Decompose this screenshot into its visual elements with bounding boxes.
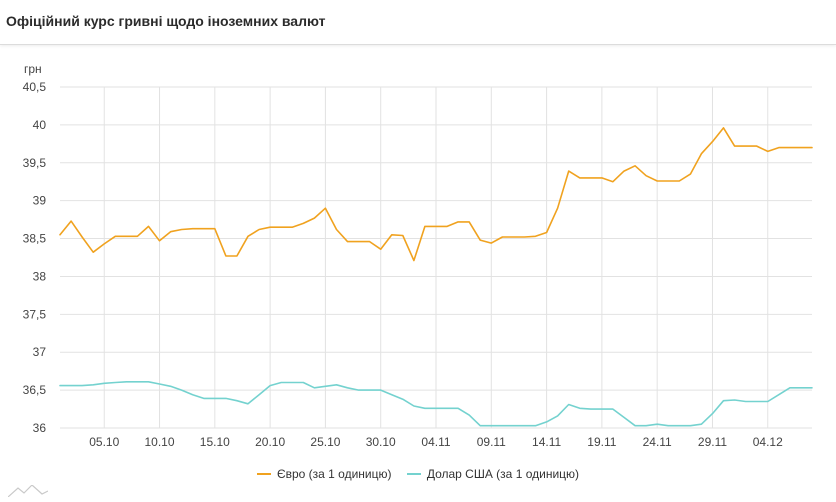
y-tick-label: 37,5 (23, 307, 47, 321)
series-layer (59, 127, 813, 427)
chart-legend: Євро (за 1 одиницю) Долар США (за 1 один… (0, 464, 836, 481)
legend-item-usd[interactable]: Долар США (за 1 одиницю) (406, 467, 580, 481)
page-title: Офіційний курс гривні щодо іноземних вал… (6, 13, 326, 29)
legend-label-usd: Долар США (за 1 одиницю) (426, 467, 580, 481)
x-tick-label: 29.11 (698, 435, 727, 449)
y-tick-label: 40 (33, 118, 47, 132)
y-axis-label: грн (24, 62, 42, 76)
y-tick-label: 39 (33, 194, 47, 208)
x-tick-label: 15.10 (200, 435, 230, 449)
legend-swatch-usd (406, 473, 421, 475)
x-tick-label: 09.11 (477, 435, 506, 449)
mountain-logo-icon (7, 484, 49, 502)
x-tick-label: 19.11 (587, 435, 616, 449)
header-bar: Офіційний курс гривні щодо іноземних вал… (0, 0, 836, 45)
y-tick-label: 36,5 (23, 383, 47, 397)
x-tick-label: 04.12 (753, 435, 783, 449)
axis-layer: 40,5 40 39,5 39 38,5 38 37,5 37 36,5 36 05.10 10.10… (23, 80, 783, 449)
x-tick-label: 14.11 (532, 435, 561, 449)
euro-series-line (59, 127, 813, 262)
usd-series-line (59, 380, 813, 427)
y-tick-label: 39,5 (23, 156, 47, 170)
y-tick-label: 40,5 (23, 80, 47, 94)
x-tick-label: 10.10 (145, 435, 175, 449)
legend-label-euro: Євро (за 1 одиницю) (276, 467, 392, 481)
x-tick-label: 04.11 (421, 435, 450, 449)
y-tick-label: 38 (33, 269, 47, 283)
x-tick-label: 05.10 (89, 435, 119, 449)
y-tick-label: 36 (33, 421, 47, 435)
x-tick-label: 25.10 (310, 435, 340, 449)
x-tick-label: 24.11 (643, 435, 672, 449)
y-tick-label: 37 (33, 345, 47, 359)
grid-layer (60, 86, 812, 429)
exchange-rate-chart: 40,5 40 39,5 39 38,5 38 37,5 37 36,5 36 05.10 10.10… (23, 62, 813, 449)
legend-item-euro[interactable]: Євро (за 1 одиницю) (256, 467, 392, 481)
x-tick-label: 30.10 (366, 435, 396, 449)
chart-area: 40,5 40 39,5 39 38,5 38 37,5 37 36,5 36 05.10 10.10… (0, 45, 836, 497)
legend-swatch-euro (256, 473, 271, 475)
x-tick-label: 20.10 (255, 435, 285, 449)
y-tick-label: 38,5 (23, 232, 47, 246)
